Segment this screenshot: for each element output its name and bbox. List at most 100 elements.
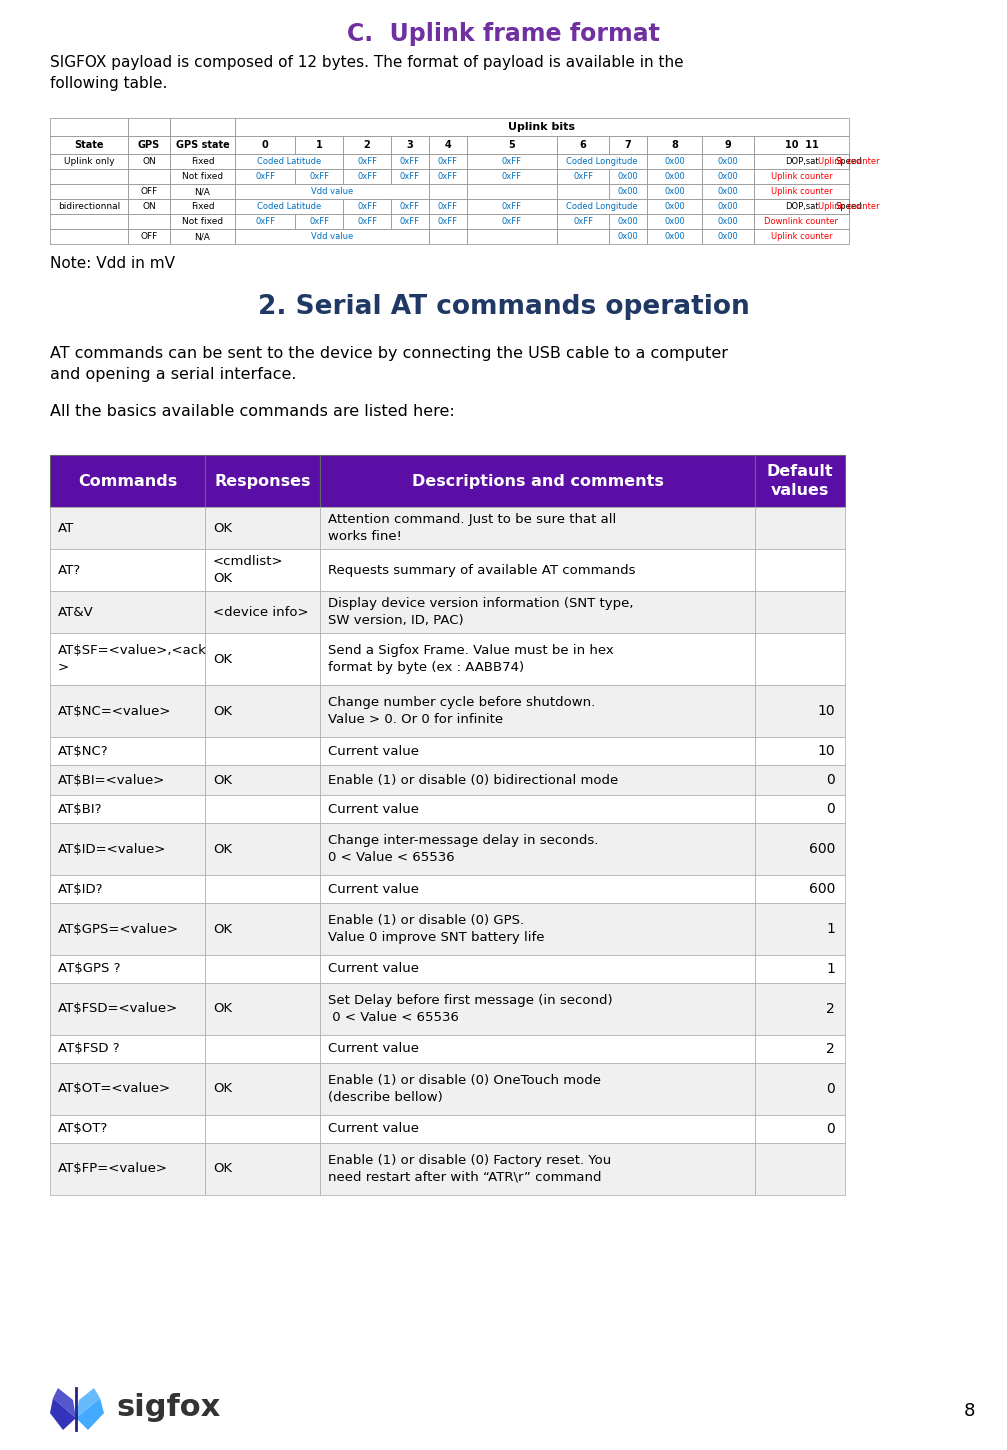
Polygon shape <box>50 1398 76 1430</box>
Bar <box>128 215 170 229</box>
Bar <box>320 684 755 737</box>
Text: Requests summary of available AT commands: Requests summary of available AT command… <box>328 564 635 577</box>
Text: AT$BI?: AT$BI? <box>58 802 103 815</box>
Bar <box>205 874 320 903</box>
Bar <box>755 766 845 795</box>
Text: 0xFF: 0xFF <box>400 173 420 181</box>
Text: 0x00: 0x00 <box>665 202 685 212</box>
Text: 2: 2 <box>827 1002 835 1016</box>
Bar <box>702 154 754 170</box>
Bar <box>755 592 845 634</box>
Text: Uplink counter: Uplink counter <box>770 232 833 241</box>
Bar <box>391 154 429 170</box>
Text: AT$SF=<value>,<ack
>: AT$SF=<value>,<ack > <box>58 644 206 674</box>
Bar <box>170 229 235 244</box>
Text: 8: 8 <box>964 1402 975 1420</box>
Text: 0x00: 0x00 <box>617 173 638 181</box>
Text: sigfox: sigfox <box>116 1393 221 1422</box>
Bar <box>128 136 170 154</box>
Text: OFF: OFF <box>140 187 158 196</box>
Text: 0xFF: 0xFF <box>357 202 377 212</box>
Text: 0xFF: 0xFF <box>357 218 377 226</box>
Text: AT$ID=<value>: AT$ID=<value> <box>58 842 166 856</box>
Text: 0x00: 0x00 <box>718 157 738 165</box>
Text: GPS: GPS <box>138 141 160 149</box>
Text: AT$GPS ?: AT$GPS ? <box>58 963 121 976</box>
Bar <box>648 170 702 184</box>
Bar <box>343 170 391 184</box>
Bar <box>343 136 391 154</box>
Bar <box>320 737 755 766</box>
Bar <box>50 229 128 244</box>
Text: 7: 7 <box>624 141 631 149</box>
Text: OFF: OFF <box>140 232 158 241</box>
Bar <box>170 170 235 184</box>
Text: 0: 0 <box>262 141 269 149</box>
Bar <box>754 136 849 154</box>
Bar <box>391 170 429 184</box>
Text: 0x00: 0x00 <box>665 187 685 196</box>
Bar <box>648 136 702 154</box>
Text: OK: OK <box>213 842 233 856</box>
Text: AT?: AT? <box>58 564 82 577</box>
Bar <box>235 170 295 184</box>
Text: All the basics available commands are listed here:: All the basics available commands are li… <box>50 405 455 419</box>
Bar <box>702 136 754 154</box>
Bar <box>557 136 609 154</box>
Text: 0x00: 0x00 <box>617 218 638 226</box>
Text: OK: OK <box>213 705 233 718</box>
Bar <box>755 983 845 1035</box>
Bar <box>320 455 755 508</box>
Text: Coded Latitude: Coded Latitude <box>257 202 321 212</box>
Text: 0xFF: 0xFF <box>502 157 522 165</box>
Bar <box>205 455 320 508</box>
Bar <box>170 199 235 215</box>
Text: 2. Serial AT commands operation: 2. Serial AT commands operation <box>258 294 749 320</box>
Text: 0xFF: 0xFF <box>502 202 522 212</box>
Text: 0x00: 0x00 <box>665 157 685 165</box>
Bar <box>205 550 320 592</box>
Bar <box>128 199 170 215</box>
Text: Vdd value: Vdd value <box>311 232 353 241</box>
Bar <box>235 136 295 154</box>
Text: 0x00: 0x00 <box>718 187 738 196</box>
Bar <box>50 117 128 136</box>
Bar <box>648 184 702 199</box>
Bar <box>50 874 205 903</box>
Bar <box>50 1143 205 1195</box>
Bar <box>320 550 755 592</box>
Text: Default
values: Default values <box>766 464 834 497</box>
Bar <box>755 1063 845 1115</box>
Bar <box>205 1035 320 1063</box>
Bar <box>295 136 343 154</box>
Text: Current value: Current value <box>328 1043 419 1056</box>
Text: 0xFF: 0xFF <box>438 202 458 212</box>
Text: Attention command. Just to be sure that all
works fine!: Attention command. Just to be sure that … <box>328 513 616 542</box>
Text: <cmdlist>
OK: <cmdlist> OK <box>213 555 284 584</box>
Bar <box>170 154 235 170</box>
Text: Not fixed: Not fixed <box>182 218 224 226</box>
Bar <box>754 199 849 215</box>
Bar <box>609 184 648 199</box>
Bar <box>755 874 845 903</box>
Text: 0xFF: 0xFF <box>502 218 522 226</box>
Bar <box>429 199 467 215</box>
Text: AT$OT?: AT$OT? <box>58 1122 108 1135</box>
Text: 0: 0 <box>827 1082 835 1096</box>
Text: 0: 0 <box>827 1122 835 1135</box>
Text: AT: AT <box>58 522 75 535</box>
Bar <box>429 184 467 199</box>
Bar <box>467 229 557 244</box>
Bar <box>702 184 754 199</box>
Bar <box>467 215 557 229</box>
Bar <box>609 136 648 154</box>
Bar <box>235 215 295 229</box>
Bar <box>467 170 557 184</box>
Bar <box>50 154 128 170</box>
Text: 0xFF: 0xFF <box>573 218 593 226</box>
Text: 0x00: 0x00 <box>665 173 685 181</box>
Bar <box>128 170 170 184</box>
Text: 0xFF: 0xFF <box>502 173 522 181</box>
Text: 1: 1 <box>826 922 835 937</box>
Text: bidirectionnal: bidirectionnal <box>57 202 120 212</box>
